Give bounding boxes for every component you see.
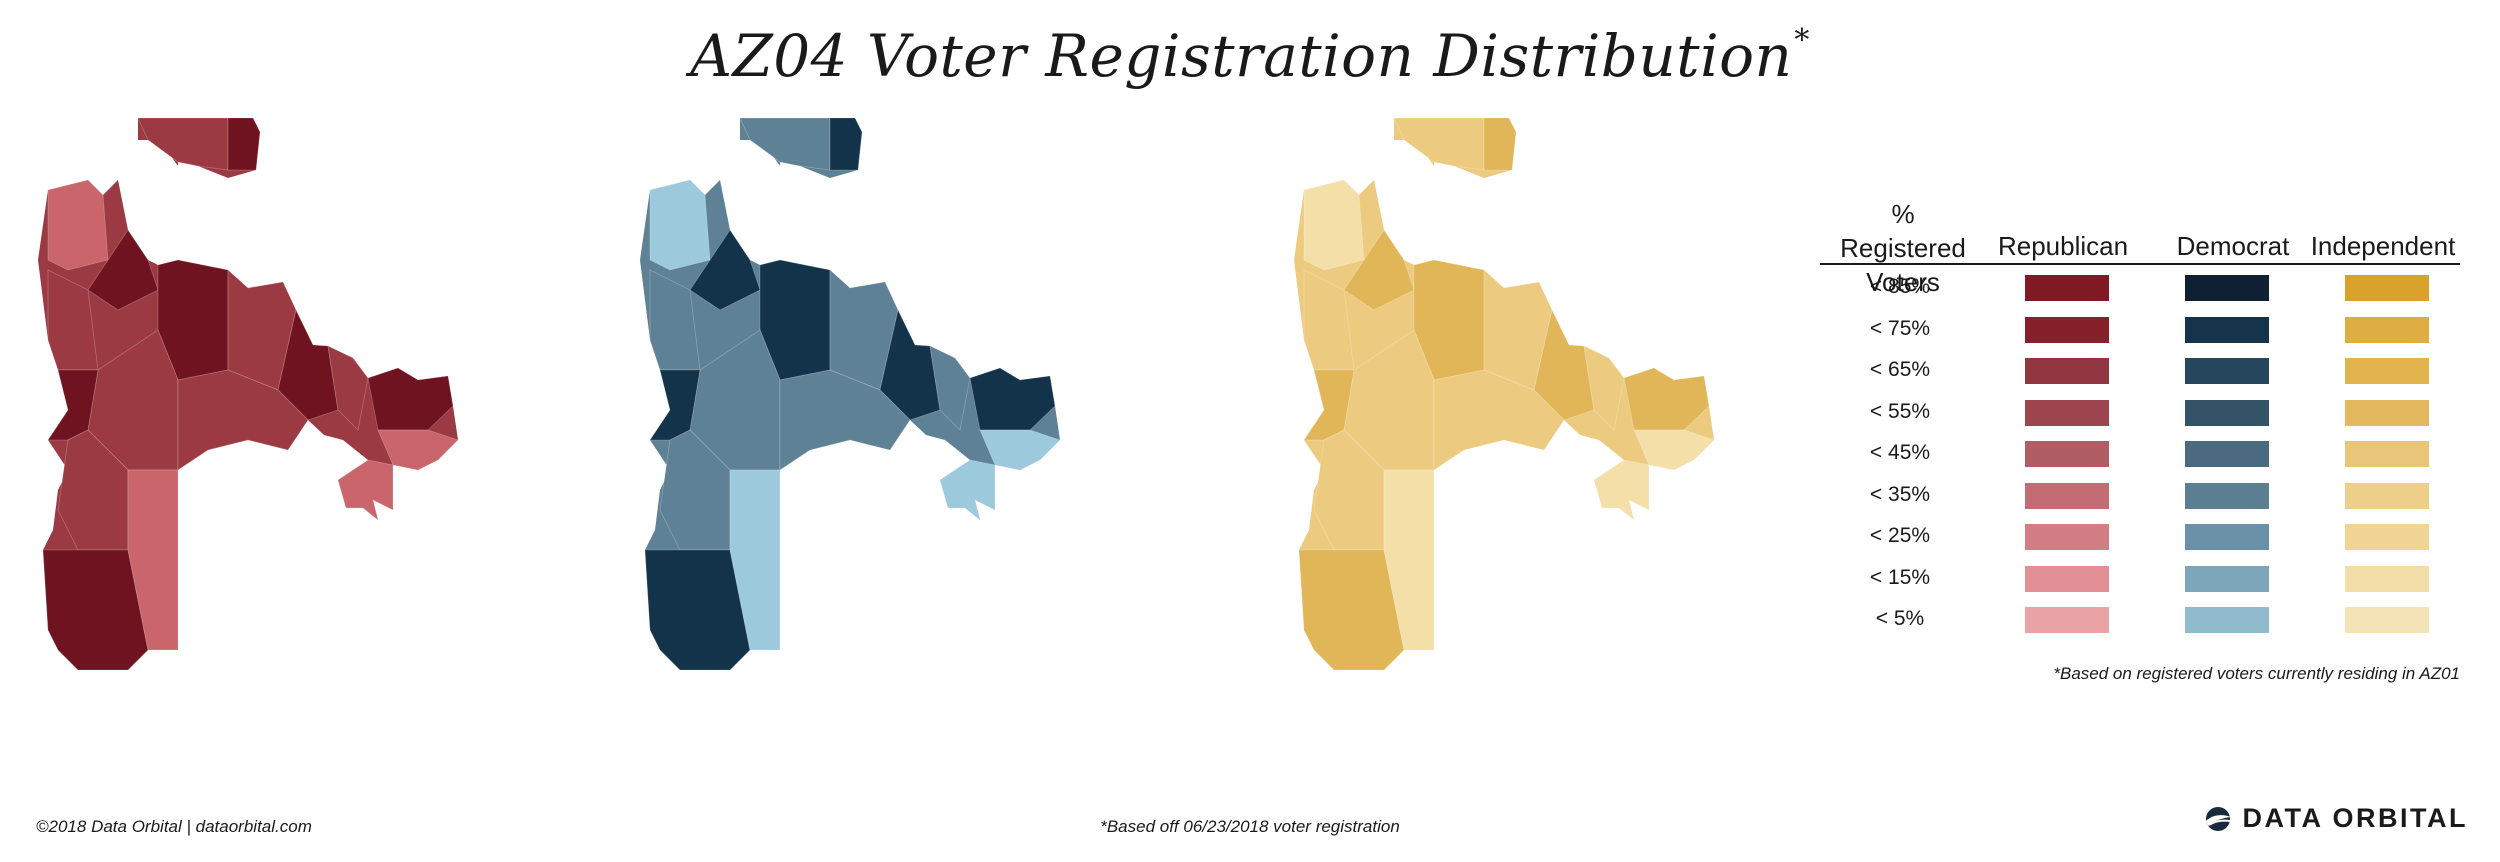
independent-precinct-region	[1298, 549, 1405, 671]
legend-header-line2: Voters	[1866, 267, 1940, 297]
logo-text: DATA ORBITAL	[2242, 803, 2468, 833]
democrat-precinct-region	[649, 179, 711, 271]
legend-swatch-republican	[2025, 316, 2109, 343]
democrat-precinct-region	[739, 117, 831, 171]
legend-swatch-republican	[2025, 399, 2109, 426]
legend-swatch-republican	[2025, 441, 2109, 467]
legend-swatch-independent	[2345, 441, 2429, 467]
legend-swatch-republican	[2025, 607, 2109, 633]
independent-precinct-region	[1393, 117, 1485, 171]
independent-precinct-region	[1303, 179, 1365, 271]
legend-swatch-republican	[2025, 524, 2109, 550]
independent-precinct-region	[1483, 117, 1517, 171]
legend-row-label: < 15%	[1869, 565, 1931, 589]
legend-swatch-independent	[2345, 524, 2429, 550]
map-democrat-svg	[640, 117, 1061, 671]
legend-swatch-republican	[2025, 358, 2109, 384]
legend-row: < 85%	[1820, 265, 2460, 307]
orbit-logo-icon	[2205, 806, 2231, 831]
republican-precinct-region	[127, 469, 179, 651]
legend-row-label: < 35%	[1869, 482, 1931, 506]
legend-swatch-independent	[2345, 316, 2429, 343]
legend-swatch-democrat	[2185, 482, 2269, 509]
legend-swatch-democrat	[2185, 316, 2269, 343]
map-democrat	[630, 110, 1130, 710]
democrat-precinct-region	[644, 549, 751, 671]
legend-swatch-independent	[2345, 358, 2429, 384]
legend-row: < 45%	[1820, 431, 2460, 473]
map-independent	[1284, 110, 1784, 710]
map-republican	[28, 110, 528, 710]
republican-precinct-region	[177, 369, 309, 471]
legend-footnote: *Based on registered voters currently re…	[2053, 664, 2460, 683]
legend-header: % Registered Voters Republican Democrat …	[1820, 195, 2460, 297]
legend-row: < 25%	[1820, 514, 2460, 556]
footer-copyright: ©2018 Data Orbital | dataorbital.com	[36, 817, 312, 836]
republican-precinct-region	[47, 179, 109, 271]
legend-swatch-independent	[2345, 399, 2429, 426]
legend-swatch-democrat	[2185, 441, 2269, 467]
footer-note: *Based off 06/23/2018 voter registration	[1100, 817, 1400, 836]
legend-row-label: < 25%	[1869, 524, 1931, 547]
republican-precinct-region	[137, 117, 229, 171]
legend-swatch-independent	[2345, 482, 2429, 509]
legend-row: < 75%	[1820, 307, 2460, 349]
legend-swatch-independent	[2345, 607, 2429, 633]
map-independent-svg	[1294, 117, 1715, 671]
republican-precinct-region	[327, 345, 369, 431]
page-title: AZ04 Voter Registration Distribution*	[0, 22, 2500, 90]
legend-row-label: < 85%	[1869, 275, 1931, 298]
legend-swatch-democrat	[2185, 275, 2269, 301]
democrat-precinct-region	[929, 345, 971, 431]
legend-row-label: < 75%	[1869, 316, 1931, 340]
legend-col-democrat: Democrat	[2176, 231, 2290, 261]
data-orbital-logo: DATA ORBITAL	[2203, 803, 2468, 834]
legend-swatch-democrat	[2185, 565, 2269, 592]
republican-precinct-region	[227, 117, 261, 171]
title-footnote-mark: *	[1794, 23, 1810, 58]
independent-precinct-region	[1433, 369, 1565, 471]
legend-swatch-democrat	[2185, 607, 2269, 633]
legend-swatch-republican	[2025, 482, 2109, 509]
independent-precinct-region	[1593, 459, 1650, 522]
legend-row-label: < 55%	[1869, 399, 1931, 423]
legend-swatch-democrat	[2185, 399, 2269, 426]
democrat-precinct-region	[829, 117, 863, 171]
legend-row: < 5%	[1820, 597, 2460, 639]
legend-swatch-democrat	[2185, 358, 2269, 384]
republican-precinct-region	[42, 549, 149, 671]
legend-row: < 65%	[1820, 348, 2460, 390]
republican-precinct-region	[337, 459, 394, 522]
democrat-precinct-region	[729, 469, 781, 651]
legend-row-label: < 65%	[1869, 358, 1931, 381]
legend-header-line1: % Registered	[1840, 199, 1966, 263]
legend-col-independent: Independent	[2310, 231, 2456, 261]
legend-col-republican: Republican	[1997, 231, 2129, 261]
legend-row-label: < 45%	[1869, 441, 1931, 464]
independent-precinct-region	[1583, 345, 1625, 431]
independent-precinct-region	[1383, 469, 1435, 651]
legend-swatch-republican	[2025, 565, 2109, 592]
legend-row-label: < 5%	[1875, 607, 1925, 630]
legend-row: < 15%	[1820, 556, 2460, 598]
legend-row: < 35%	[1820, 473, 2460, 515]
legend-row: < 55%	[1820, 390, 2460, 432]
legend-swatch-democrat	[2185, 524, 2269, 550]
map-republican-svg	[38, 117, 459, 671]
legend-swatch-republican	[2025, 275, 2109, 301]
legend-rows: < 85% < 75% < 65% < 55% < 45% < 35% < 25% < 15%…	[1820, 265, 2460, 639]
democrat-precinct-region	[779, 369, 911, 471]
title-text: AZ04 Voter Registration Distribution	[690, 22, 1793, 90]
legend: % Registered Voters Republican Democrat …	[1820, 195, 2460, 639]
legend-header-percent: % Registered Voters	[1828, 197, 1978, 299]
democrat-precinct-region	[939, 459, 996, 522]
legend-swatch-independent	[2345, 275, 2429, 301]
legend-swatch-independent	[2345, 565, 2429, 592]
